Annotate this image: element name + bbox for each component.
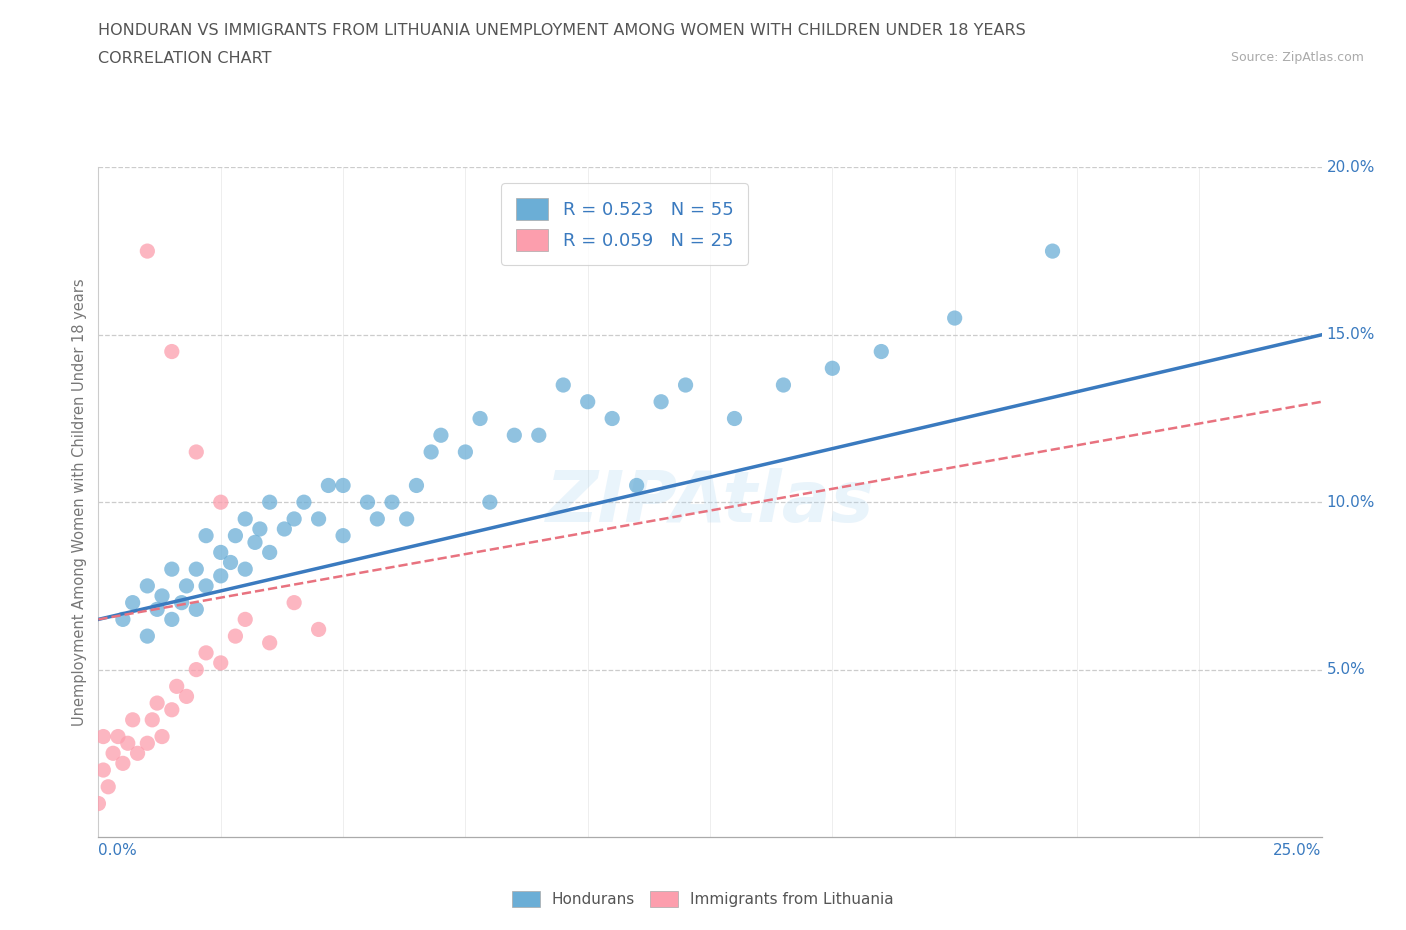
Point [650,394,672,409]
Text: 5.0%: 5.0% [1326,662,1365,677]
Point [146,602,169,617]
Y-axis label: Unemployment Among Women with Children Under 18 years: Unemployment Among Women with Children U… [72,278,87,726]
Point [166,679,188,694]
Text: HONDURAN VS IMMIGRANTS FROM LITHUANIA UNEMPLOYMENT AMONG WOMEN WITH CHILDREN UND: HONDURAN VS IMMIGRANTS FROM LITHUANIA UN… [98,23,1026,38]
Point [870,344,893,359]
Point [478,495,501,510]
Text: CORRELATION CHART: CORRELATION CHART [98,51,271,66]
Point [233,512,256,526]
Point [136,578,159,593]
Point [101,746,124,761]
Point [318,478,340,493]
Point [273,522,295,537]
Point [308,512,330,526]
Point [121,712,143,727]
Point [91,763,114,777]
Point [576,394,599,409]
Text: 25.0%: 25.0% [1274,844,1322,858]
Point [332,528,354,543]
Point [195,528,218,543]
Text: ZIPAtlas: ZIPAtlas [546,468,875,537]
Point [186,602,208,617]
Point [503,428,526,443]
Point [146,696,169,711]
Point [821,361,844,376]
Point [224,528,246,543]
Point [209,545,232,560]
Point [150,589,173,604]
Point [723,411,745,426]
Point [117,736,139,751]
Point [600,411,623,426]
Point [405,478,427,493]
Point [249,522,271,537]
Point [332,478,354,493]
Text: 10.0%: 10.0% [1326,495,1375,510]
Text: 20.0%: 20.0% [1326,160,1375,175]
Point [141,712,163,727]
Point [170,595,193,610]
Point [186,445,208,459]
Point [209,568,232,583]
Point [943,311,966,325]
Point [186,662,208,677]
Point [395,512,418,526]
Point [111,612,134,627]
Legend: R = 0.523   N = 55, R = 0.059   N = 25: R = 0.523 N = 55, R = 0.059 N = 25 [501,183,748,265]
Point [233,562,256,577]
Point [1042,244,1064,259]
Point [356,495,378,510]
Point [381,495,404,510]
Point [219,555,242,570]
Point [160,344,183,359]
Point [97,779,120,794]
Point [160,702,183,717]
Point [675,378,697,392]
Text: 0.0%: 0.0% [98,844,138,858]
Point [127,746,149,761]
Point [259,545,281,560]
Point [121,595,143,610]
Point [136,736,159,751]
Point [150,729,173,744]
Point [308,622,330,637]
Point [420,445,443,459]
Point [209,656,232,671]
Point [176,689,198,704]
Text: 15.0%: 15.0% [1326,327,1375,342]
Point [176,578,198,593]
Point [283,595,305,610]
Point [626,478,648,493]
Point [259,635,281,650]
Point [527,428,550,443]
Point [553,378,575,392]
Point [224,629,246,644]
Point [111,756,134,771]
Point [366,512,388,526]
Point [107,729,129,744]
Point [468,411,491,426]
Point [292,495,315,510]
Point [195,645,218,660]
Point [772,378,794,392]
Point [233,612,256,627]
Point [160,612,183,627]
Point [283,512,305,526]
Point [160,562,183,577]
Point [136,244,159,259]
Legend: Hondurans, Immigrants from Lithuania: Hondurans, Immigrants from Lithuania [506,884,900,913]
Point [186,562,208,577]
Point [209,495,232,510]
Point [243,535,266,550]
Point [91,729,114,744]
Point [430,428,453,443]
Point [136,629,159,644]
Text: Source: ZipAtlas.com: Source: ZipAtlas.com [1230,51,1364,64]
Point [87,796,110,811]
Point [454,445,477,459]
Point [259,495,281,510]
Point [195,578,218,593]
